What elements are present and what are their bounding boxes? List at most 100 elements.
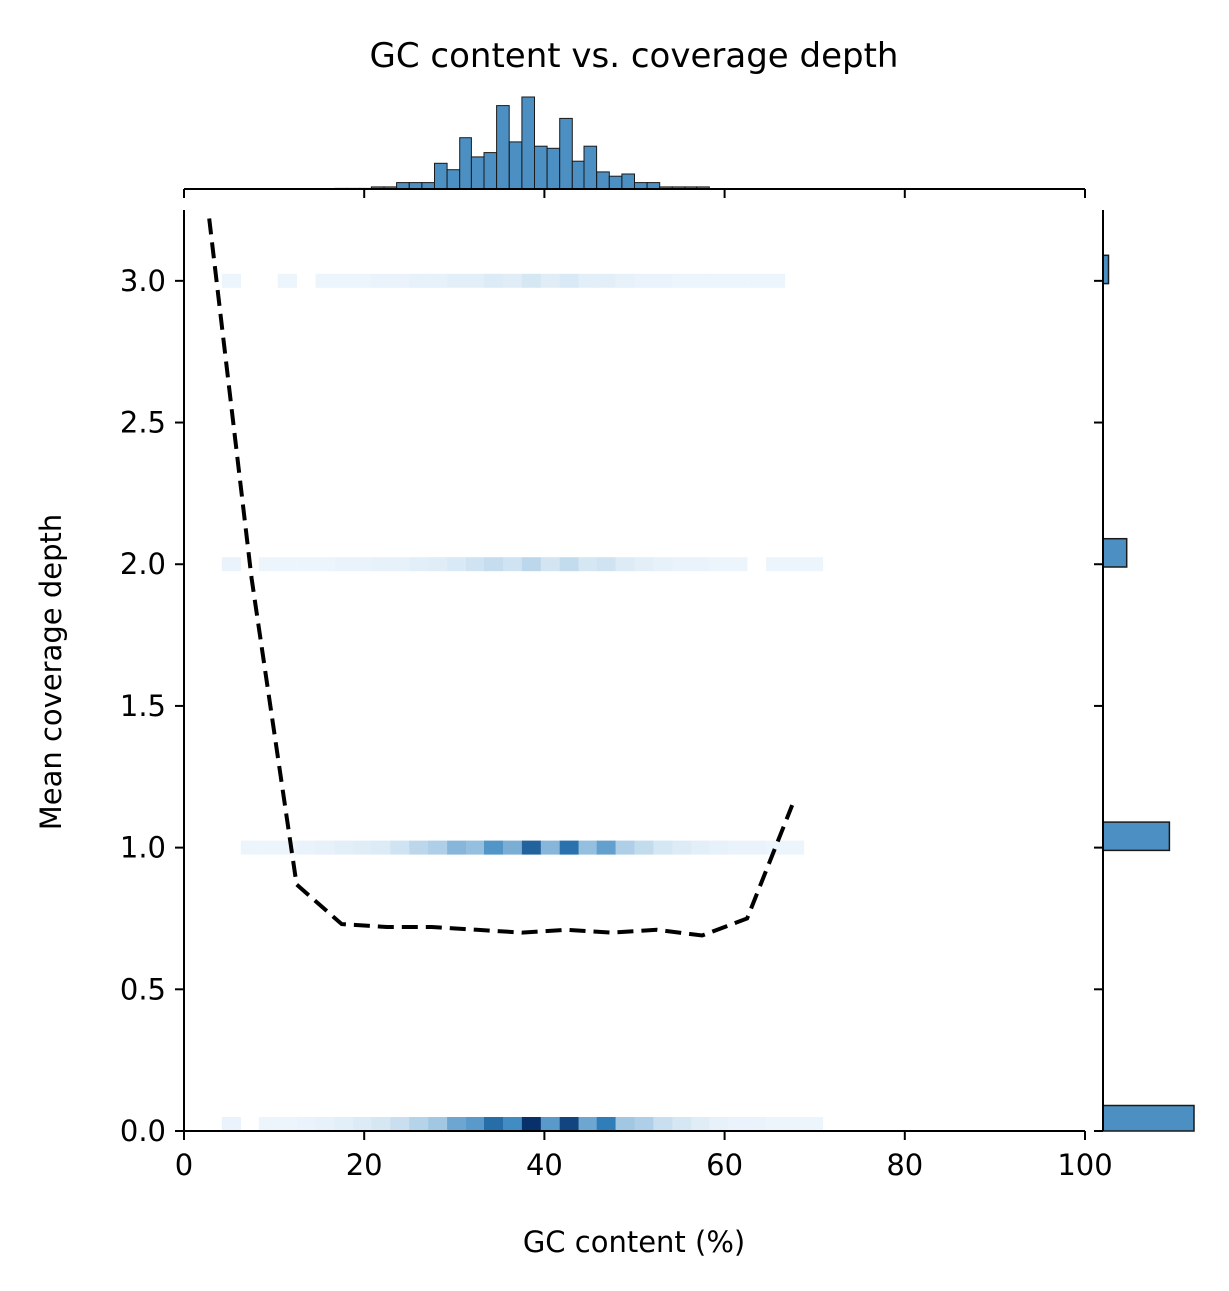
- heatmap-cell: [258, 1117, 278, 1131]
- heatmap-cell: [484, 273, 504, 288]
- heatmap-cell: [221, 557, 241, 572]
- heatmap-cell: [766, 1117, 786, 1131]
- heatmap-cell: [709, 1117, 729, 1131]
- heatmap-cell: [353, 840, 373, 855]
- y-tick-label: 1.0: [120, 831, 166, 865]
- y-tick-label: 3.0: [120, 264, 166, 298]
- top-histogram-bar: [496, 105, 510, 190]
- heatmap-cell: [484, 557, 504, 572]
- heatmap-cell: [803, 557, 824, 572]
- heatmap-cell: [578, 840, 598, 855]
- heatmap-cell: [277, 273, 297, 288]
- heatmap-cell: [691, 557, 711, 572]
- heatmap-cell: [691, 273, 711, 288]
- heatmap-cell: [503, 840, 523, 855]
- x-axis-ticks: 0 20 40 60 80 100: [175, 189, 1113, 1182]
- top-histogram-bar: [546, 147, 561, 190]
- heatmap-cell: [390, 273, 410, 288]
- heatmap-cells: [221, 273, 824, 1131]
- heatmap-cell: [240, 840, 260, 855]
- heatmap-cell: [334, 273, 354, 288]
- heatmap-cell: [559, 557, 579, 572]
- heatmap-cell: [334, 1117, 354, 1131]
- heatmap-cell: [747, 273, 767, 288]
- heatmap-cell: [691, 1117, 711, 1131]
- heatmap-cell: [747, 840, 767, 855]
- heatmap-cell: [353, 273, 373, 288]
- heatmap-cell: [447, 273, 467, 288]
- heatmap-cell: [559, 273, 579, 288]
- heatmap-cell: [559, 840, 579, 855]
- heatmap-cell: [371, 1117, 391, 1131]
- heatmap-cell: [371, 840, 391, 855]
- heatmap-cell: [315, 840, 335, 855]
- heatmap-cell: [728, 273, 748, 288]
- top-histogram-bar: [521, 96, 536, 190]
- heatmap-cell: [315, 1117, 335, 1131]
- heatmap-cell: [578, 557, 598, 572]
- top-histogram-bar: [559, 117, 573, 190]
- x-tick-label: 80: [886, 1148, 923, 1182]
- heatmap-cell: [353, 557, 373, 572]
- heatmap-cell: [484, 840, 504, 855]
- heatmap-cell: [578, 273, 598, 288]
- heatmap-cell: [390, 840, 410, 855]
- heatmap-cell: [353, 1117, 373, 1131]
- heatmap-cell: [371, 557, 391, 572]
- heatmap-cell: [428, 273, 448, 288]
- top-histogram-bar: [608, 175, 623, 190]
- top-marginal-histogram: [334, 96, 710, 190]
- heatmap-cell: [596, 273, 616, 288]
- heatmap-cell: [728, 840, 748, 855]
- heatmap-cell: [615, 557, 635, 572]
- right-histogram-bar: [1102, 821, 1171, 852]
- heatmap-cell: [634, 273, 654, 288]
- heatmap-cell: [540, 840, 560, 855]
- heatmap-cell: [390, 557, 410, 572]
- heatmap-cell: [615, 840, 635, 855]
- heatmap-cell: [521, 840, 542, 855]
- heatmap-cell: [653, 557, 673, 572]
- heatmap-cell: [653, 840, 673, 855]
- heatmap-cell: [221, 1117, 241, 1131]
- heatmap-cell: [634, 840, 654, 855]
- heatmap-cell: [315, 273, 335, 288]
- heatmap-cell: [503, 273, 523, 288]
- heatmap-cell: [466, 273, 486, 288]
- right-marginal-histogram: [1102, 254, 1195, 1132]
- heatmap-cell: [334, 557, 354, 572]
- heatmap-cell: [258, 557, 278, 572]
- heatmap-cell: [296, 557, 316, 572]
- heatmap-cell: [428, 557, 448, 572]
- y-tick-label: 1.5: [120, 689, 166, 723]
- heatmap-cell: [296, 840, 316, 855]
- heatmap-cell: [409, 273, 429, 288]
- heatmap-cell: [766, 840, 786, 855]
- trend-line: [207, 218, 795, 938]
- top-histogram-bar: [434, 162, 448, 190]
- heatmap-cell: [672, 557, 692, 572]
- heatmap-cell: [766, 557, 786, 572]
- heatmap-cell: [615, 1117, 635, 1131]
- heatmap-cell: [634, 1117, 654, 1131]
- heatmap-cell: [578, 1117, 598, 1131]
- heatmap-cell: [466, 1117, 486, 1131]
- heatmap-cell: [521, 1117, 542, 1131]
- heatmap-cell: [296, 1117, 316, 1131]
- top-histogram-bar: [483, 152, 498, 190]
- heatmap-cell: [503, 557, 523, 572]
- x-tick-label: 0: [175, 1148, 193, 1182]
- heatmap-cell: [709, 557, 729, 572]
- y-tick-label: 0.5: [120, 972, 166, 1006]
- top-histogram-bar: [571, 160, 585, 190]
- heatmap-cell: [409, 1117, 429, 1131]
- heatmap-cell: [428, 1117, 448, 1131]
- heatmap-cell: [634, 557, 654, 572]
- heatmap-cell: [409, 840, 429, 855]
- heatmap-cell: [540, 273, 560, 288]
- y-tick-label: 2.5: [120, 406, 166, 440]
- heatmap-cell: [728, 557, 748, 572]
- heatmap-cell: [258, 840, 278, 855]
- y-axis-ticks: 0.0 0.5 1.0 1.5 2.0 2.5 3.0: [120, 264, 1103, 1148]
